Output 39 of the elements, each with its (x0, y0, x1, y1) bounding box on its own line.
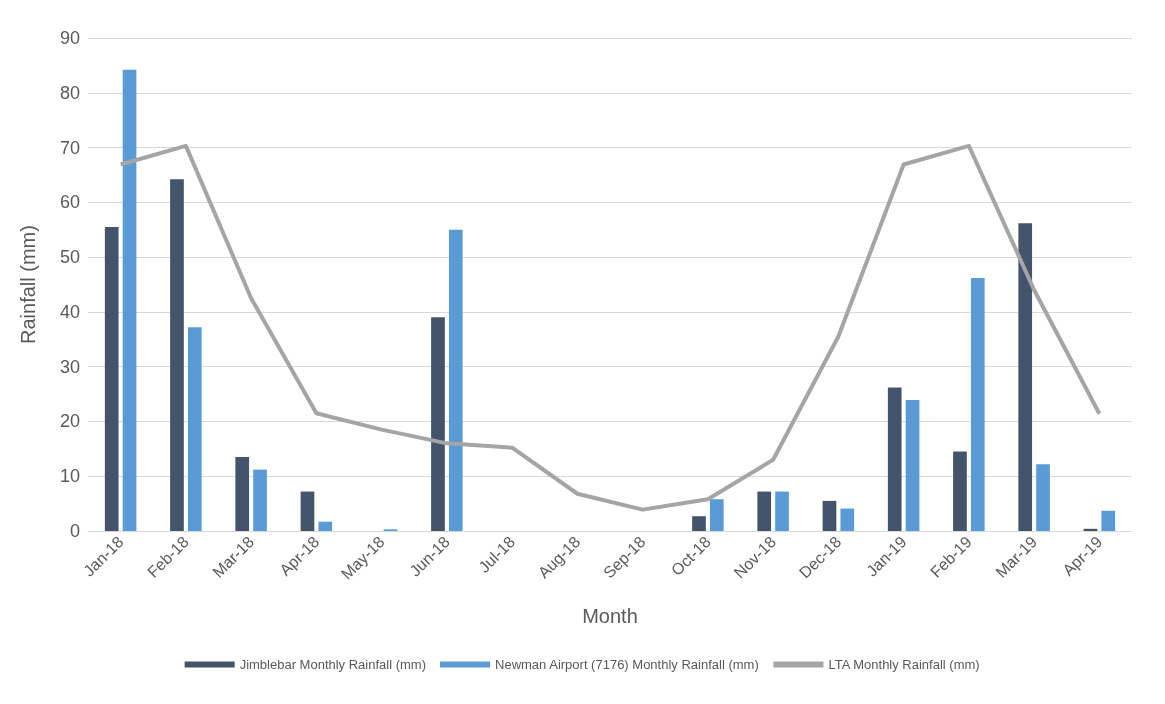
y-tick-label: 60 (59, 192, 80, 213)
y-tick-label: 50 (59, 247, 80, 268)
y-tick-label: 90 (59, 28, 80, 48)
y-tick-label: 0 (69, 521, 80, 541)
bar (775, 491, 789, 531)
y-tick-label: 70 (59, 137, 80, 158)
line-series (118, 143, 1102, 512)
y-axis-title: Rainfall (mm) (17, 225, 39, 344)
bar (300, 491, 315, 531)
bar (887, 387, 902, 531)
y-tick-label: 30 (59, 356, 80, 377)
bar (253, 469, 267, 531)
bar (104, 226, 119, 531)
bar (431, 317, 445, 531)
bar (187, 327, 202, 531)
y-tick-label: 20 (59, 411, 80, 432)
bar (757, 491, 772, 531)
bar (953, 451, 967, 531)
x-axis-title: Month (582, 605, 638, 627)
bar (692, 516, 706, 531)
bar (1018, 223, 1033, 531)
bar (709, 499, 724, 531)
bar (122, 69, 137, 531)
y-tick-label: 40 (59, 301, 80, 322)
bar (905, 400, 920, 531)
bar (1036, 464, 1050, 531)
bar (448, 229, 463, 531)
legend-label: Jimblebar Monthly Rainfall (mm) (239, 657, 427, 672)
bar (840, 508, 855, 531)
bar (1101, 510, 1116, 531)
bar (170, 179, 184, 531)
y-tick-label: 10 (59, 466, 80, 487)
bar (822, 500, 837, 531)
bar (970, 277, 985, 531)
y-tick-label: 80 (59, 82, 80, 103)
bar (235, 457, 250, 531)
bar (318, 521, 333, 531)
legend-label: Newman Airport (7176) Monthly Rainfall (mm) (495, 657, 759, 672)
legend-label: LTA Monthly Rainfall (mm) (828, 657, 980, 672)
